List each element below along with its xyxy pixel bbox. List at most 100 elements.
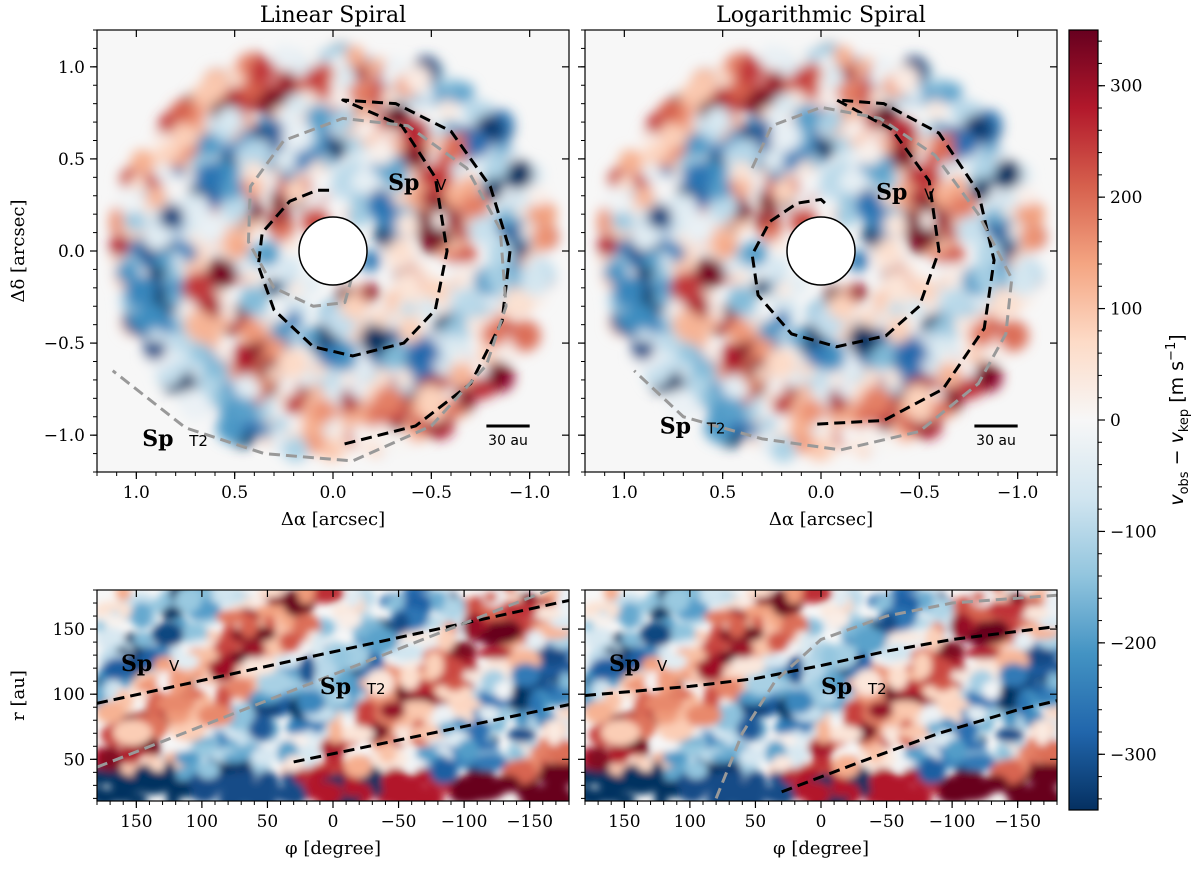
map-patch bbox=[806, 344, 830, 368]
x-tick-label: −50 bbox=[869, 812, 905, 832]
strip-patch bbox=[641, 656, 666, 674]
map-patch bbox=[766, 256, 790, 280]
map-patch bbox=[443, 399, 462, 418]
colorbar-label-part: −1 bbox=[1164, 342, 1179, 361]
strip-patch bbox=[585, 785, 594, 801]
strip-patch bbox=[346, 590, 361, 609]
map-patch bbox=[737, 58, 764, 85]
map-patch bbox=[970, 181, 991, 202]
colorbar-label-part: [m s bbox=[1166, 361, 1188, 409]
strip-patch bbox=[357, 699, 378, 729]
strip-patch bbox=[554, 768, 569, 787]
strip-patch bbox=[532, 605, 561, 621]
map-patch bbox=[504, 289, 529, 313]
strip-patch bbox=[283, 755, 305, 772]
map-patch bbox=[938, 160, 955, 177]
strip-patch bbox=[494, 774, 521, 793]
x-tick-label: −150 bbox=[994, 812, 1041, 832]
map-patch bbox=[420, 233, 442, 255]
map-patch bbox=[172, 331, 194, 353]
map-patch bbox=[228, 239, 249, 260]
strip-patch bbox=[1034, 739, 1057, 764]
map-patch bbox=[908, 233, 930, 255]
map-patch bbox=[855, 191, 884, 221]
map-patch bbox=[877, 237, 900, 260]
spiral-curve-1 bbox=[633, 105, 1014, 452]
strip-patch bbox=[785, 590, 803, 605]
strip-patch bbox=[888, 631, 924, 643]
x-tick-label: 1.0 bbox=[611, 483, 638, 503]
strip-patch bbox=[696, 655, 725, 682]
map-patch bbox=[189, 342, 211, 364]
map-patch bbox=[319, 439, 343, 462]
strip-patch bbox=[400, 667, 420, 691]
strip-patch bbox=[727, 614, 747, 639]
map-patch bbox=[1008, 265, 1039, 296]
strip-patch bbox=[162, 761, 177, 790]
map-patch bbox=[368, 308, 390, 330]
x-tick-label: −100 bbox=[929, 812, 976, 832]
map-patch bbox=[942, 351, 957, 366]
strip-patch bbox=[650, 761, 665, 790]
map-patch bbox=[291, 150, 312, 171]
strip-patch bbox=[382, 767, 409, 792]
map-patch bbox=[527, 199, 557, 230]
map-patch bbox=[249, 58, 276, 85]
strip-patch bbox=[442, 598, 463, 621]
map-patch bbox=[770, 436, 797, 463]
map-patch bbox=[816, 53, 835, 71]
strip-patch bbox=[378, 744, 397, 764]
strip-patch bbox=[662, 590, 690, 613]
map-patch bbox=[683, 214, 714, 245]
coronagraph-mask bbox=[298, 216, 368, 286]
strip-patch bbox=[153, 656, 178, 674]
map-patch bbox=[180, 390, 211, 421]
strip-patch bbox=[973, 618, 1011, 645]
map-patch bbox=[861, 385, 892, 416]
map-patch bbox=[716, 239, 737, 260]
map-patch bbox=[881, 270, 910, 299]
strip-patch bbox=[662, 750, 687, 766]
map-patch bbox=[753, 366, 768, 381]
map-patch bbox=[685, 132, 711, 158]
strip-patch bbox=[590, 657, 624, 681]
strip-patch bbox=[1020, 647, 1056, 666]
x-tick-label: −50 bbox=[381, 812, 417, 832]
map-patch bbox=[727, 78, 752, 103]
map-patch bbox=[356, 367, 372, 383]
map-patch bbox=[417, 297, 438, 318]
strip-patch bbox=[549, 616, 569, 629]
map-patch bbox=[670, 271, 702, 304]
map-patch bbox=[279, 378, 295, 394]
strip-patch bbox=[807, 740, 834, 757]
map-patch bbox=[255, 421, 272, 439]
map-patch bbox=[265, 366, 280, 381]
map-patch bbox=[521, 222, 536, 237]
strip-patch bbox=[298, 655, 316, 685]
strip-patch bbox=[278, 631, 302, 652]
sp-t2-label: Sp bbox=[660, 413, 691, 439]
map-patch bbox=[250, 123, 268, 141]
x-tick-label: 0 bbox=[816, 812, 827, 832]
map-patch bbox=[835, 204, 859, 227]
strip-patch bbox=[524, 783, 543, 801]
strip-patch bbox=[1012, 783, 1031, 801]
strip-patch bbox=[660, 653, 688, 670]
map-patch bbox=[856, 308, 878, 330]
map-patch bbox=[264, 335, 285, 356]
map-patch bbox=[643, 251, 662, 270]
map-patch bbox=[158, 203, 184, 229]
map-patch bbox=[888, 301, 904, 317]
strip-patch bbox=[510, 663, 541, 687]
map-patch bbox=[633, 187, 656, 209]
map-patch bbox=[393, 270, 422, 299]
strip-patch bbox=[648, 606, 671, 621]
strip-patch bbox=[398, 700, 436, 716]
map-patch bbox=[839, 167, 868, 195]
x-axis-label: φ [degree] bbox=[773, 838, 869, 859]
map-patch bbox=[502, 212, 518, 228]
scale-bar-label: 30 au bbox=[488, 433, 528, 449]
x-axis-label: Δα [arcsec] bbox=[769, 509, 873, 530]
strip-patch bbox=[785, 689, 813, 715]
